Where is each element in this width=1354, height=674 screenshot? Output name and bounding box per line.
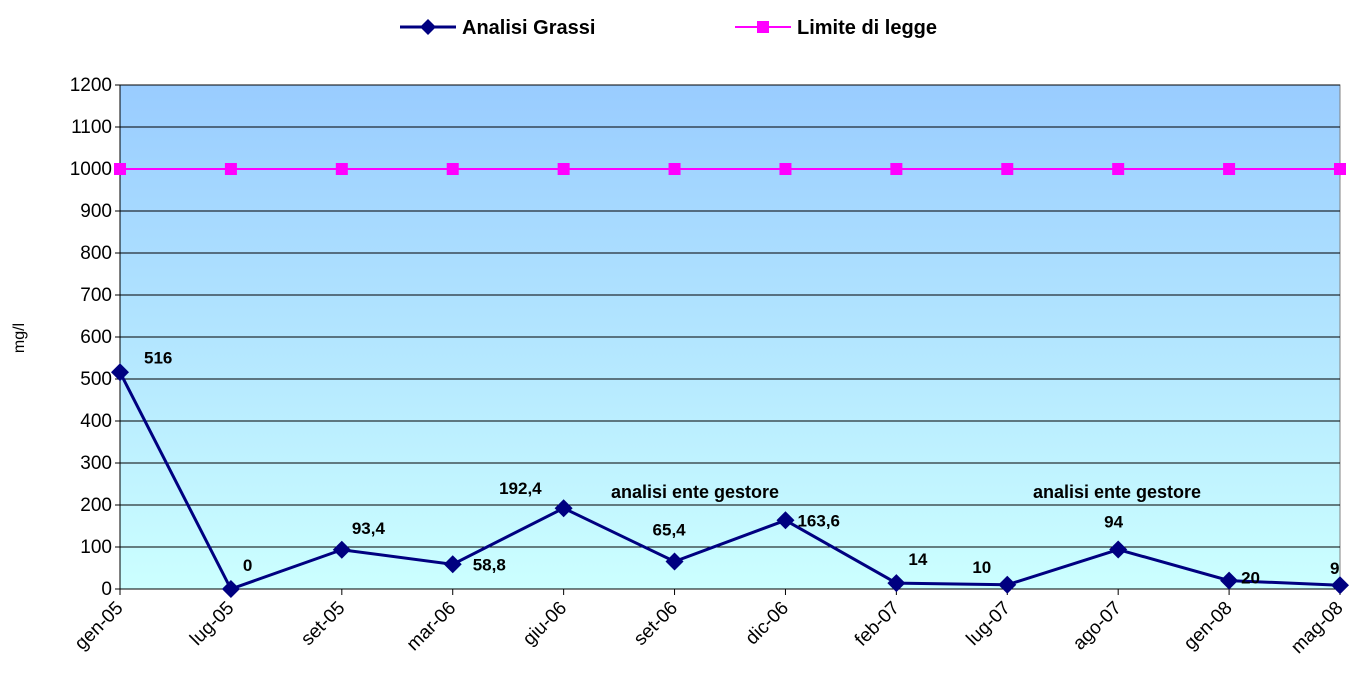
series-line-analisi-grassi bbox=[118, 371, 1341, 591]
y-tick-label: 1000 bbox=[70, 159, 112, 180]
data-label: 14 bbox=[908, 550, 927, 569]
series-marker-limite bbox=[1112, 163, 1125, 175]
series-marker-limite bbox=[224, 163, 237, 175]
y-axis-title: mg/l bbox=[11, 323, 28, 353]
annotation-ente-gestore-1: analisi ente gestore bbox=[611, 482, 779, 502]
series-marker-limite bbox=[779, 163, 792, 175]
data-label: 65,4 bbox=[653, 521, 687, 540]
series-marker-analisi-grassi bbox=[998, 575, 1017, 594]
x-tick-label: mag-08 bbox=[1287, 598, 1347, 658]
series-marker-analisi-grassi bbox=[111, 363, 129, 382]
series-marker-limite bbox=[668, 163, 681, 175]
data-label: 163,6 bbox=[797, 511, 840, 530]
series-marker-analisi-grassi bbox=[332, 540, 351, 559]
data-label: 0 bbox=[243, 556, 252, 575]
gridlines bbox=[120, 84, 1340, 548]
legend-label-analisi-grassi: Analisi Grassi bbox=[462, 17, 595, 39]
y-tick-label: 500 bbox=[80, 369, 112, 390]
x-tick-label: mar-06 bbox=[403, 598, 460, 655]
data-label: 10 bbox=[972, 558, 991, 577]
x-tick-label: dic-06 bbox=[742, 598, 793, 649]
y-tick-label: 100 bbox=[80, 537, 112, 558]
series-analisi-grassi bbox=[111, 363, 1349, 598]
series-marker-limite bbox=[557, 163, 570, 175]
series-marker-analisi-grassi bbox=[1331, 576, 1349, 595]
x-tick-label: gen-05 bbox=[71, 598, 128, 655]
x-tick-label: set-06 bbox=[630, 598, 682, 650]
series-marker-analisi-grassi bbox=[665, 552, 684, 571]
x-tick-label: lug-05 bbox=[186, 598, 238, 650]
series-marker-analisi-grassi bbox=[221, 580, 240, 598]
series-marker-analisi-grassi bbox=[554, 499, 573, 518]
x-tick-label: giu-06 bbox=[519, 598, 571, 650]
y-tick-label: 300 bbox=[80, 453, 112, 474]
data-label: 93,4 bbox=[352, 519, 386, 538]
y-axis-tick-labels: 0 100 200 300 400 500 600 700 800 900 1000 1100 1200 bbox=[70, 75, 120, 600]
series-marker-limite bbox=[446, 163, 459, 175]
data-label: 9 bbox=[1330, 559, 1339, 578]
data-label: 192,4 bbox=[499, 479, 542, 498]
y-tick-label: 900 bbox=[80, 201, 112, 222]
y-tick-label: 0 bbox=[101, 579, 112, 600]
series-marker-analisi-grassi bbox=[1220, 571, 1239, 590]
data-label: 20 bbox=[1241, 569, 1260, 588]
series-marker-analisi-grassi bbox=[1109, 540, 1128, 559]
series-marker-limite bbox=[335, 163, 348, 175]
data-label: 58,8 bbox=[473, 555, 506, 574]
annotation-ente-gestore-2: analisi ente gestore bbox=[1033, 482, 1201, 502]
legend-item-limite-di-legge: Limite di legge bbox=[735, 17, 937, 39]
legend-item-analisi-grassi: Analisi Grassi bbox=[400, 17, 595, 39]
y-tick-label: 1100 bbox=[71, 117, 112, 138]
x-tick-label: gen-08 bbox=[1180, 598, 1237, 655]
y-tick-label: 1200 bbox=[70, 75, 112, 96]
series-marker-limite bbox=[1001, 163, 1014, 175]
series-marker-analisi-grassi bbox=[776, 511, 795, 530]
series-marker-limite bbox=[1334, 163, 1346, 175]
y-tick-label: 800 bbox=[80, 243, 112, 264]
series-marker-limite bbox=[890, 163, 903, 175]
legend-label-limite-di-legge: Limite di legge bbox=[797, 17, 937, 39]
x-tick-label: lug-07 bbox=[963, 598, 1015, 650]
x-axis-tick-labels: gen-05 lug-05 set-05 mar-06 giu-06 set-06 dic-… bbox=[71, 589, 1348, 658]
data-label: 94 bbox=[1104, 513, 1123, 532]
legend: Analisi Grassi Limite di legge bbox=[400, 17, 937, 39]
series-marker-limite bbox=[114, 163, 126, 175]
x-tick-label: set-05 bbox=[297, 598, 349, 650]
data-labels: 516 0 93,4 58,8 192,4 65,4 163,6 14 10 94 20 9 bbox=[144, 348, 1339, 587]
x-tick-label: feb-07 bbox=[851, 598, 904, 651]
legend-marker-limite bbox=[757, 21, 769, 33]
y-tick-label: 600 bbox=[80, 327, 112, 348]
series-marker-analisi-grassi bbox=[887, 574, 906, 593]
series-limite-di-legge bbox=[114, 163, 1346, 175]
series-marker-limite bbox=[1223, 163, 1236, 175]
y-tick-label: 400 bbox=[80, 411, 112, 432]
data-label: 516 bbox=[144, 348, 172, 367]
legend-marker-analisi-grassi bbox=[420, 19, 436, 35]
y-tick-label: 700 bbox=[80, 285, 112, 306]
x-tick-label: ago-07 bbox=[1069, 598, 1126, 655]
series-marker-analisi-grassi bbox=[443, 555, 462, 574]
y-tick-label: 200 bbox=[80, 495, 112, 516]
